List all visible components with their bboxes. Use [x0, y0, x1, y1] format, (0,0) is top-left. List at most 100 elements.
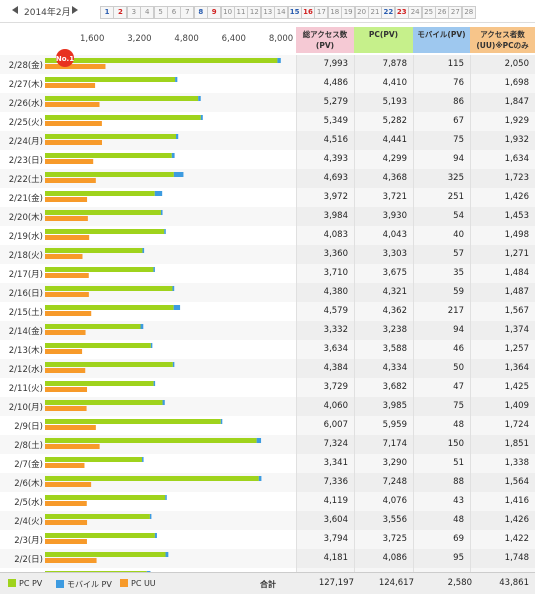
- table-cell-pc: 7,174: [382, 439, 407, 449]
- table-cell-mobile: 47: [453, 382, 464, 392]
- bar-mobile-pv: [220, 419, 223, 424]
- table-cell-uu: 1,929: [504, 116, 529, 126]
- bar-mobile-pv: [160, 210, 163, 215]
- next-month-icon[interactable]: [72, 6, 78, 14]
- footer-bar: PC PV モバイル PV PC UU 合計 127,197 124,617 2…: [0, 572, 535, 594]
- table-cell-mobile: 48: [453, 420, 464, 430]
- legend-swatch-pc-uu: [120, 579, 128, 587]
- column-header-pc[interactable]: PC(PV): [354, 27, 413, 53]
- day-tab[interactable]: 24: [408, 6, 423, 19]
- table-cell-pc: 5,282: [382, 116, 407, 126]
- day-tab[interactable]: 17: [314, 6, 329, 19]
- table-cell-pc: 5,959: [382, 420, 407, 430]
- legend-pc-uu: PC UU: [120, 579, 156, 588]
- date-label: 2/4(火): [14, 517, 43, 527]
- bar-pc-uu: [45, 520, 88, 525]
- table-cell-mobile: 115: [447, 59, 464, 69]
- day-tab[interactable]: 10: [220, 6, 235, 19]
- bar-pc-uu: [45, 254, 83, 259]
- bar-pc-pv: [45, 400, 163, 405]
- table-cell-total: 4,516: [323, 135, 348, 145]
- bar-pc-uu: [45, 425, 96, 430]
- month-navigation-bar: 2014年2月 1 2 3 4 5 6 7 8 9 10 11 12 13 14 15 16 17 18 19 20 2…: [0, 0, 535, 23]
- day-tab[interactable]: 25: [421, 6, 436, 19]
- day-tab[interactable]: 20: [354, 6, 369, 19]
- day-tab[interactable]: 11: [234, 6, 248, 19]
- table-cell-pc: 4,334: [382, 363, 407, 373]
- table-cell-total: 4,119: [323, 496, 348, 506]
- day-tab[interactable]: 26: [435, 6, 449, 19]
- table-cell-total: 7,324: [323, 439, 348, 449]
- table-cell-total: 3,332: [323, 325, 348, 335]
- x-tick-label: 6,400: [221, 34, 246, 44]
- legend-mobile-pv: モバイル PV: [56, 579, 112, 590]
- bar-pc-uu: [45, 64, 106, 69]
- table-cell-uu: 1,847: [504, 97, 529, 107]
- bar-pc-pv: [45, 343, 151, 348]
- table-cell-mobile: 50: [453, 363, 464, 373]
- table-cell-total: 6,007: [323, 420, 348, 430]
- date-label: 2/25(火): [8, 118, 43, 128]
- mobile-pv-sum: 2,580: [447, 578, 472, 588]
- bar-pc-uu: [45, 159, 94, 164]
- day-tab[interactable]: 5: [153, 6, 168, 19]
- day-tab[interactable]: 16: [301, 6, 315, 19]
- table-cell-pc: 3,682: [382, 382, 407, 392]
- table-cell-pc: 4,076: [382, 496, 407, 506]
- bar-pc-pv: [45, 552, 166, 557]
- day-tab[interactable]: 9: [207, 6, 222, 19]
- date-label: 2/14(金): [8, 327, 43, 337]
- bar-mobile-pv: [165, 552, 169, 557]
- date-label: 2/6(木): [14, 479, 43, 489]
- table-cell-pc: 4,368: [382, 173, 407, 183]
- table-cell-mobile: 76: [453, 78, 464, 88]
- day-tab[interactable]: 4: [140, 6, 155, 19]
- bar-mobile-pv: [164, 229, 166, 234]
- column-header-uu[interactable]: アクセス者数 (UU)※PCのみ: [470, 27, 535, 53]
- table-cell-mobile: 69: [453, 534, 464, 544]
- date-label: 2/2(日): [14, 555, 43, 565]
- table-cell-uu: 1,498: [504, 230, 529, 240]
- date-label: 2/12(水): [8, 365, 43, 375]
- date-label: 2/20(木): [8, 213, 43, 223]
- day-tab[interactable]: 19: [341, 6, 356, 19]
- uu-sum: 43,861: [499, 578, 529, 588]
- table-cell-total: 5,279: [323, 97, 348, 107]
- bar-pc-uu: [45, 292, 89, 297]
- date-label: 2/24(月): [8, 137, 43, 147]
- table-cell-uu: 1,724: [504, 420, 529, 430]
- day-tab[interactable]: 18: [327, 6, 342, 19]
- day-tab[interactable]: 23: [394, 6, 409, 19]
- table-cell-uu: 1,426: [504, 192, 529, 202]
- table-cell-pc: 3,238: [382, 325, 407, 335]
- table-cell-mobile: 48: [453, 515, 464, 525]
- day-tab[interactable]: 28: [461, 6, 476, 19]
- table-cell-pc: 7,878: [382, 59, 407, 69]
- column-header-mobile[interactable]: モバイル(PV): [413, 27, 470, 53]
- table-cell-pc: 4,410: [382, 78, 407, 88]
- bar-pc-pv: [45, 267, 154, 272]
- bar-pc-uu: [45, 444, 100, 449]
- day-tab[interactable]: 27: [448, 6, 463, 19]
- table-cell-pc: 4,362: [382, 306, 407, 316]
- table-cell-total: 7,336: [323, 477, 348, 487]
- column-header-total[interactable]: 総アクセス数 (PV): [296, 27, 354, 53]
- total-pv-sum: 127,197: [318, 578, 354, 588]
- day-tab[interactable]: 22: [381, 6, 396, 19]
- bar-mobile-pv: [200, 115, 203, 120]
- bar-mobile-pv: [173, 172, 184, 177]
- table-cell-uu: 1,487: [504, 287, 529, 297]
- x-tick-label: 1,600: [80, 34, 105, 44]
- previous-month-icon[interactable]: [12, 6, 18, 14]
- table-cell-pc: 3,556: [382, 515, 407, 525]
- bar-pc-uu: [45, 83, 96, 88]
- day-tab[interactable]: 21: [368, 6, 382, 19]
- pc-pv-sum: 124,617: [378, 578, 414, 588]
- bar-pc-uu: [45, 178, 96, 183]
- table-cell-uu: 1,364: [504, 363, 529, 373]
- bar-mobile-pv: [258, 476, 262, 481]
- table-cell-total: 4,060: [323, 401, 348, 411]
- table-cell-uu: 1,932: [504, 135, 529, 145]
- bar-pc-pv: [45, 229, 165, 234]
- x-tick-label: 3,200: [127, 34, 152, 44]
